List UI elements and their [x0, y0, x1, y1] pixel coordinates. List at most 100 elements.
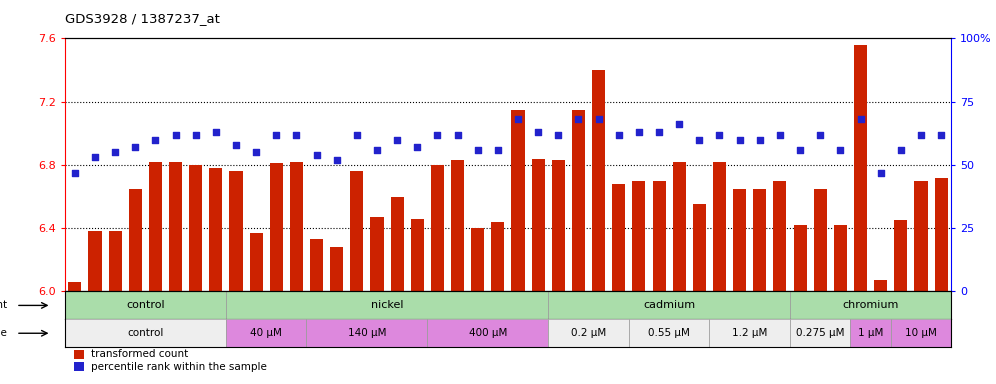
Point — [711, 131, 727, 137]
Point — [268, 131, 284, 137]
Point — [853, 116, 869, 122]
Text: cadmium: cadmium — [643, 300, 695, 310]
Point — [67, 169, 83, 175]
Point — [591, 116, 607, 122]
Text: 10 μM: 10 μM — [905, 328, 937, 338]
Point — [630, 129, 646, 135]
Bar — [652, 181, 665, 291]
Bar — [451, 160, 464, 291]
Text: 40 μM: 40 μM — [250, 328, 282, 338]
Point — [127, 144, 143, 150]
Bar — [307, 319, 427, 347]
Bar — [290, 162, 303, 291]
Text: 0.55 μM: 0.55 μM — [648, 328, 690, 338]
Bar — [128, 189, 141, 291]
Bar — [471, 228, 484, 291]
Point — [530, 129, 546, 135]
Text: chromium: chromium — [843, 300, 898, 310]
Bar — [572, 109, 585, 291]
Bar — [226, 319, 307, 347]
Point — [490, 147, 506, 153]
Point — [571, 116, 587, 122]
Point — [449, 131, 465, 137]
Bar — [693, 205, 706, 291]
Point — [671, 121, 687, 127]
Bar — [834, 225, 847, 291]
Point — [87, 154, 103, 161]
Text: GDS3928 / 1387237_at: GDS3928 / 1387237_at — [65, 12, 219, 25]
Bar — [851, 319, 890, 347]
Point — [108, 149, 124, 156]
Bar — [790, 291, 951, 319]
Bar — [109, 232, 122, 291]
Point — [892, 147, 908, 153]
Bar — [229, 171, 243, 291]
Text: nickel: nickel — [371, 300, 403, 310]
Bar — [250, 233, 263, 291]
Bar — [934, 178, 947, 291]
Bar — [65, 319, 226, 347]
Bar — [548, 319, 628, 347]
Point — [248, 149, 264, 156]
Bar — [894, 220, 907, 291]
Bar — [914, 181, 927, 291]
Bar — [69, 282, 82, 291]
Bar — [773, 181, 787, 291]
Bar — [613, 184, 625, 291]
Bar — [552, 160, 565, 291]
Point — [833, 147, 849, 153]
Point — [792, 147, 808, 153]
Text: 0.275 μM: 0.275 μM — [796, 328, 845, 338]
Bar — [794, 225, 807, 291]
Point — [329, 157, 345, 163]
Bar — [189, 165, 202, 291]
Bar — [351, 171, 364, 291]
Bar — [874, 280, 887, 291]
Point — [228, 142, 244, 148]
Text: transformed count: transformed count — [92, 349, 188, 359]
Point — [389, 137, 405, 143]
Point — [429, 131, 445, 137]
Point — [611, 131, 626, 137]
Bar — [226, 291, 548, 319]
Point — [651, 129, 667, 135]
Bar — [431, 165, 444, 291]
Text: dose: dose — [0, 328, 7, 338]
Bar — [632, 181, 645, 291]
Bar — [890, 319, 951, 347]
Bar — [410, 219, 424, 291]
Text: percentile rank within the sample: percentile rank within the sample — [92, 362, 267, 372]
Bar — [709, 319, 790, 347]
Text: control: control — [126, 300, 164, 310]
Bar — [491, 222, 504, 291]
Text: agent: agent — [0, 300, 7, 310]
Bar — [427, 319, 548, 347]
Point — [772, 131, 788, 137]
Point — [409, 144, 425, 150]
Bar — [733, 189, 746, 291]
Bar — [854, 45, 868, 291]
Bar — [209, 168, 222, 291]
Point — [208, 129, 224, 135]
Text: 0.2 μM: 0.2 μM — [571, 328, 607, 338]
Point — [813, 131, 829, 137]
Bar — [753, 189, 766, 291]
Point — [691, 137, 707, 143]
Bar — [592, 70, 606, 291]
Bar — [74, 350, 85, 359]
Text: 1 μM: 1 μM — [858, 328, 883, 338]
Bar — [310, 239, 323, 291]
Bar — [532, 159, 545, 291]
Bar — [548, 291, 790, 319]
Point — [370, 147, 385, 153]
Bar — [814, 189, 827, 291]
Point — [933, 131, 949, 137]
Bar — [148, 162, 162, 291]
Point — [732, 137, 748, 143]
Bar — [790, 319, 851, 347]
Bar — [330, 247, 344, 291]
Text: 1.2 μM: 1.2 μM — [732, 328, 767, 338]
Bar — [512, 109, 525, 291]
Point — [752, 137, 768, 143]
Bar — [65, 291, 226, 319]
